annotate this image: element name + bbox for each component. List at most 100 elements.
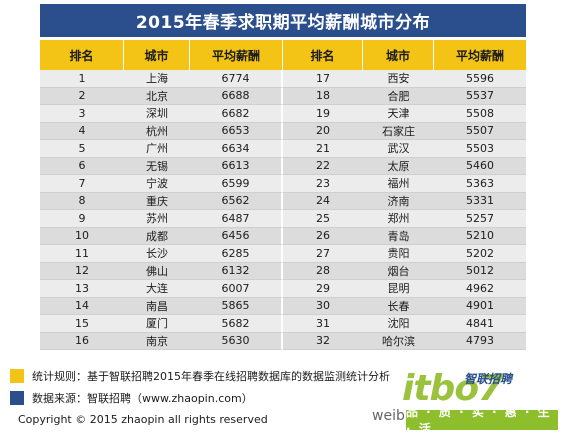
city-cell: 昆明 bbox=[363, 280, 434, 298]
table-row: 10 成都 6456 26 青岛 5210 bbox=[40, 227, 526, 245]
city-cell: 北京 bbox=[124, 87, 190, 105]
salary-cell: 5503 bbox=[434, 140, 526, 158]
salary-cell: 5012 bbox=[434, 262, 526, 280]
salary-cell: 5508 bbox=[434, 105, 526, 123]
city-cell: 宁波 bbox=[124, 175, 190, 193]
city-cell: 广州 bbox=[124, 140, 190, 158]
rank-cell: 13 bbox=[40, 280, 124, 298]
city-cell: 天津 bbox=[363, 105, 434, 123]
header-city: 城市 bbox=[124, 40, 190, 70]
rank-cell: 32 bbox=[283, 332, 363, 350]
salary-cell: 5460 bbox=[434, 157, 526, 175]
table-row: 6 无锡 6613 22 太原 5460 bbox=[40, 157, 526, 175]
city-cell: 济南 bbox=[363, 192, 434, 210]
rank-cell: 12 bbox=[40, 262, 124, 280]
table-row: 16 南京 5630 32 哈尔滨 4793 bbox=[40, 332, 526, 350]
city-cell: 哈尔滨 bbox=[363, 332, 434, 350]
header-salary: 平均薪酬 bbox=[190, 40, 283, 70]
city-cell: 佛山 bbox=[124, 262, 190, 280]
header-salary: 平均薪酬 bbox=[434, 40, 526, 70]
table-row: 1 上海 6774 17 西安 5596 bbox=[40, 70, 526, 88]
table-row: 5 广州 6634 21 武汉 5503 bbox=[40, 140, 526, 158]
header-city: 城市 bbox=[363, 40, 434, 70]
table-row: 12 佛山 6132 28 烟台 5012 bbox=[40, 262, 526, 280]
rank-cell: 4 bbox=[40, 122, 124, 140]
salary-cell: 5331 bbox=[434, 192, 526, 210]
note-data-source: 数据来源：智联招聘（www.zhaopin.com） bbox=[10, 388, 420, 407]
note-statistics-rule: 统计规则：基于智联招聘2015年春季在线招聘数据库的数据监测统计分析 bbox=[10, 366, 420, 385]
city-cell: 郑州 bbox=[363, 210, 434, 228]
city-cell: 长沙 bbox=[124, 245, 190, 263]
salary-cell: 5865 bbox=[190, 297, 283, 315]
salary-table: 排名 城市 平均薪酬 排名 城市 平均薪酬 1 上海 6774 17 西安 5596 2 北京… bbox=[40, 40, 526, 350]
rank-cell: 5 bbox=[40, 140, 124, 158]
copyright: Copyright © 2015 zhaopin all rights rese… bbox=[18, 413, 268, 426]
salary-cell: 4901 bbox=[434, 297, 526, 315]
salary-cell: 4841 bbox=[434, 315, 526, 333]
city-cell: 南京 bbox=[124, 332, 190, 350]
logo-mark: itbo7 bbox=[402, 368, 503, 409]
salary-cell: 4793 bbox=[434, 332, 526, 350]
city-cell: 重庆 bbox=[124, 192, 190, 210]
table-row: 14 南昌 5865 30 长春 4901 bbox=[40, 297, 526, 315]
salary-cell: 6613 bbox=[190, 157, 283, 175]
table-row: 7 宁波 6599 23 福州 5363 bbox=[40, 175, 526, 193]
table-row: 4 杭州 6653 20 石家庄 5507 bbox=[40, 122, 526, 140]
rank-cell: 15 bbox=[40, 315, 124, 333]
rank-cell: 21 bbox=[283, 140, 363, 158]
table-row: 11 长沙 6285 27 贵阳 5202 bbox=[40, 245, 526, 263]
salary-cell: 5537 bbox=[434, 87, 526, 105]
salary-cell: 6653 bbox=[190, 122, 283, 140]
table-title: 2015年春季求职期平均薪酬城市分布 bbox=[40, 4, 526, 37]
city-cell: 青岛 bbox=[363, 227, 434, 245]
salary-cell: 6007 bbox=[190, 280, 283, 298]
city-cell: 合肥 bbox=[363, 87, 434, 105]
rank-cell: 1 bbox=[40, 70, 124, 88]
rank-cell: 20 bbox=[283, 122, 363, 140]
city-cell: 无锡 bbox=[124, 157, 190, 175]
rank-cell: 3 bbox=[40, 105, 124, 123]
city-cell: 成都 bbox=[124, 227, 190, 245]
salary-cell: 6285 bbox=[190, 245, 283, 263]
rank-cell: 22 bbox=[283, 157, 363, 175]
note-swatch bbox=[10, 368, 24, 383]
salary-cell: 5210 bbox=[434, 227, 526, 245]
rank-cell: 25 bbox=[283, 210, 363, 228]
rank-cell: 11 bbox=[40, 245, 124, 263]
note-text: 统计规则：基于智联招聘2015年春季在线招聘数据库的数据监测统计分析 bbox=[32, 369, 390, 383]
rank-cell: 6 bbox=[40, 157, 124, 175]
salary-cell: 5507 bbox=[434, 122, 526, 140]
note-swatch bbox=[10, 390, 24, 405]
city-cell: 福州 bbox=[363, 175, 434, 193]
rank-cell: 2 bbox=[40, 87, 124, 105]
rank-cell: 19 bbox=[283, 105, 363, 123]
city-cell: 苏州 bbox=[124, 210, 190, 228]
rank-cell: 7 bbox=[40, 175, 124, 193]
rank-cell: 24 bbox=[283, 192, 363, 210]
city-cell: 西安 bbox=[363, 70, 434, 88]
salary-cell: 5202 bbox=[434, 245, 526, 263]
salary-cell: 6682 bbox=[190, 105, 283, 123]
salary-cell: 5363 bbox=[434, 175, 526, 193]
city-cell: 贵阳 bbox=[363, 245, 434, 263]
rank-cell: 16 bbox=[40, 332, 124, 350]
city-cell: 烟台 bbox=[363, 262, 434, 280]
rank-cell: 18 bbox=[283, 87, 363, 105]
salary-cell: 6634 bbox=[190, 140, 283, 158]
rank-cell: 23 bbox=[283, 175, 363, 193]
salary-cell: 6599 bbox=[190, 175, 283, 193]
rank-cell: 28 bbox=[283, 262, 363, 280]
city-cell: 杭州 bbox=[124, 122, 190, 140]
header-rank: 排名 bbox=[40, 40, 124, 70]
logo-slogan: 品 · 质 · 实 · 惠 · 生 · 活 bbox=[406, 405, 558, 436]
header-rank: 排名 bbox=[283, 40, 363, 70]
salary-cell: 6456 bbox=[190, 227, 283, 245]
city-cell: 深圳 bbox=[124, 105, 190, 123]
salary-cell: 6132 bbox=[190, 262, 283, 280]
rank-cell: 31 bbox=[283, 315, 363, 333]
salary-cell: 6562 bbox=[190, 192, 283, 210]
table-row: 2 北京 6688 18 合肥 5537 bbox=[40, 87, 526, 105]
table-row: 3 深圳 6682 19 天津 5508 bbox=[40, 105, 526, 123]
city-cell: 长春 bbox=[363, 297, 434, 315]
weibo-watermark: weib bbox=[372, 408, 405, 424]
